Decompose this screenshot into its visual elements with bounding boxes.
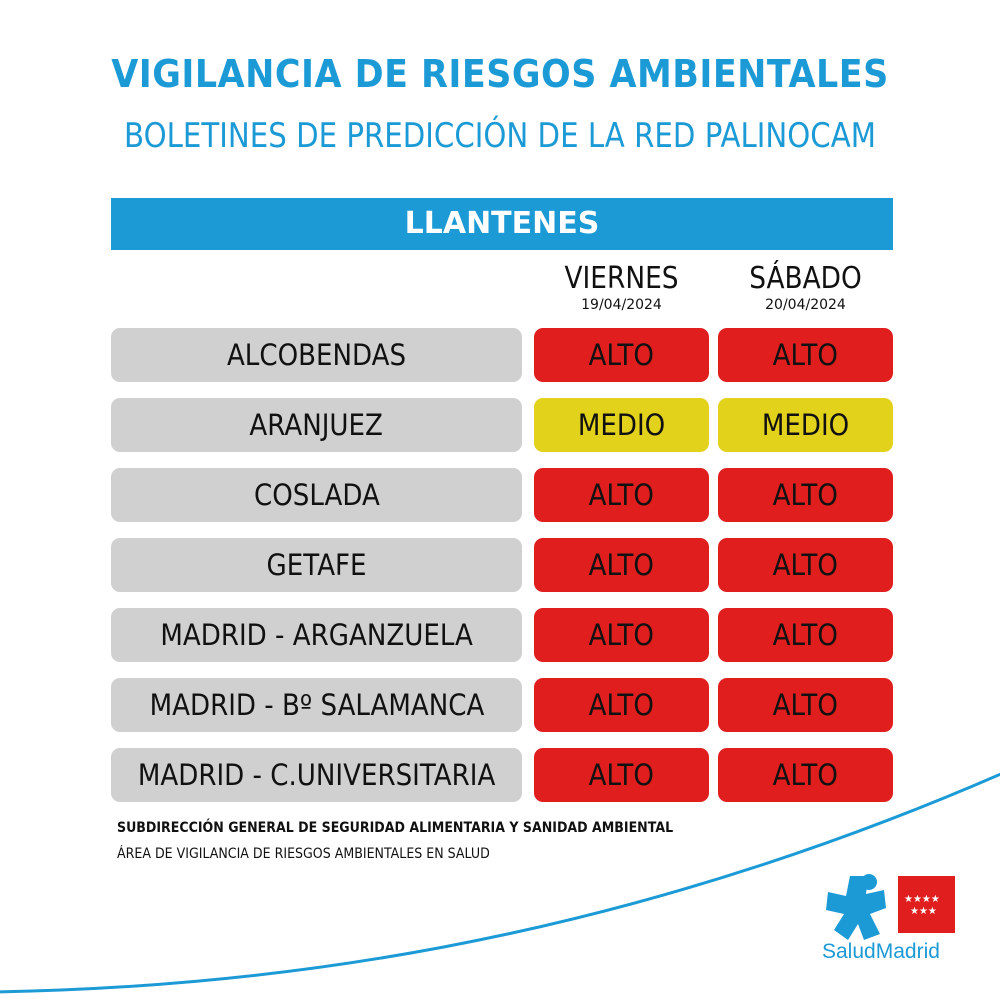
risk-level-cell: ALTO <box>534 608 709 662</box>
location-cell: MADRID - C.UNIVERSITARIA <box>111 748 522 802</box>
footer-area: ÁREA DE VIGILANCIA DE RIESGOS AMBIENTALE… <box>117 846 490 862</box>
table-row: MADRID - ARGANZUELA ALTO ALTO <box>111 608 893 662</box>
risk-level-label: ALTO <box>588 548 655 582</box>
location-label: COSLADA <box>253 478 380 512</box>
table-row: MADRID - Bº SALAMANCA ALTO ALTO <box>111 678 893 732</box>
table-row: GETAFE ALTO ALTO <box>111 538 893 592</box>
location-cell: ALCOBENDAS <box>111 328 522 382</box>
location-label: ALCOBENDAS <box>226 338 407 372</box>
table-row: ALCOBENDAS ALTO ALTO <box>111 328 893 382</box>
logo-text-madrid: Madrid <box>875 940 940 963</box>
risk-level-label: ALTO <box>772 548 839 582</box>
location-label: ARANJUEZ <box>249 408 384 442</box>
risk-level-label: MEDIO <box>761 408 850 442</box>
table-row: COSLADA ALTO ALTO <box>111 468 893 522</box>
risk-level-cell: ALTO <box>718 328 893 382</box>
risk-level-label: ALTO <box>772 618 839 652</box>
page-subtitle: BOLETINES DE PREDICCIÓN DE LA RED PALINO… <box>124 116 876 156</box>
pollen-type-banner: LLANTENES <box>111 198 893 250</box>
risk-level-cell: MEDIO <box>534 398 709 452</box>
location-label: MADRID - C.UNIVERSITARIA <box>137 758 496 792</box>
risk-level-cell: ALTO <box>534 538 709 592</box>
star-cross-icon <box>826 874 886 940</box>
day-date: 19/04/2024 <box>581 297 662 313</box>
day-header-1: VIERNES 19/04/2024 <box>534 262 709 314</box>
location-cell: MADRID - ARGANZUELA <box>111 608 522 662</box>
risk-level-cell: ALTO <box>718 748 893 802</box>
logo-wordmark: SaludMadrid <box>822 940 940 964</box>
svg-text:★★★★: ★★★★ <box>904 894 940 905</box>
decorative-curve <box>0 772 1000 994</box>
risk-level-cell: MEDIO <box>718 398 893 452</box>
location-label: MADRID - ARGANZUELA <box>160 618 473 652</box>
day-name: VIERNES <box>564 261 679 296</box>
risk-level-cell: ALTO <box>718 538 893 592</box>
risk-level-cell: ALTO <box>534 678 709 732</box>
risk-level-label: ALTO <box>588 758 655 792</box>
location-cell: COSLADA <box>111 468 522 522</box>
location-cell: ARANJUEZ <box>111 398 522 452</box>
table-row: MADRID - C.UNIVERSITARIA ALTO ALTO <box>111 748 893 802</box>
risk-level-label: ALTO <box>772 758 839 792</box>
location-label: MADRID - Bº SALAMANCA <box>149 688 484 722</box>
risk-level-cell: ALTO <box>718 678 893 732</box>
risk-level-label: ALTO <box>588 618 655 652</box>
risk-level-cell: ALTO <box>534 468 709 522</box>
svg-text:★★★: ★★★ <box>910 906 937 917</box>
risk-level-cell: ALTO <box>718 608 893 662</box>
location-label: GETAFE <box>266 548 367 582</box>
risk-level-label: ALTO <box>588 688 655 722</box>
risk-level-label: ALTO <box>772 688 839 722</box>
location-cell: MADRID - Bº SALAMANCA <box>111 678 522 732</box>
risk-level-label: ALTO <box>772 338 839 372</box>
location-cell: GETAFE <box>111 538 522 592</box>
table-row: ARANJUEZ MEDIO MEDIO <box>111 398 893 452</box>
risk-level-cell: ALTO <box>718 468 893 522</box>
day-header-2: SÁBADO 20/04/2024 <box>718 262 893 314</box>
risk-level-cell: ALTO <box>534 748 709 802</box>
madrid-flag-icon <box>898 876 955 933</box>
risk-level-label: ALTO <box>588 338 655 372</box>
logo-text-salud: Salud <box>822 940 876 963</box>
risk-level-label: MEDIO <box>577 408 666 442</box>
salud-madrid-logo: ★★★★ ★★★ <box>826 874 955 940</box>
page-title: VIGILANCIA DE RIESGOS AMBIENTALES <box>111 52 889 96</box>
risk-level-cell: ALTO <box>534 328 709 382</box>
footer-department: SUBDIRECCIÓN GENERAL DE SEGURIDAD ALIMEN… <box>117 820 674 836</box>
risk-level-label: ALTO <box>588 478 655 512</box>
day-name: SÁBADO <box>749 261 862 296</box>
day-date: 20/04/2024 <box>765 297 846 313</box>
risk-level-label: ALTO <box>772 478 839 512</box>
